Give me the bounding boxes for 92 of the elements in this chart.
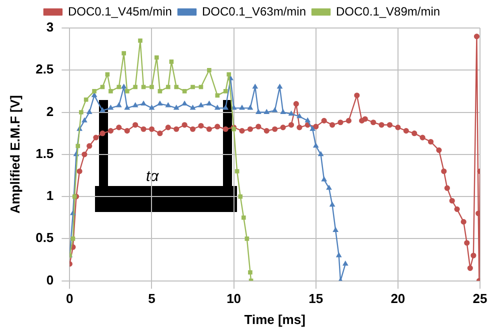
point <box>248 270 252 275</box>
point <box>288 111 294 116</box>
x-tick-label: 5 <box>148 291 156 306</box>
point <box>280 109 286 114</box>
point <box>174 105 179 110</box>
point <box>124 89 130 94</box>
point <box>141 84 146 90</box>
point <box>166 84 170 90</box>
point <box>241 215 246 220</box>
point <box>244 236 250 241</box>
point <box>166 102 171 108</box>
point <box>141 101 146 106</box>
legend-label: DOC0.1_V45m/min <box>68 4 172 18</box>
point <box>252 84 258 89</box>
point <box>305 118 310 122</box>
point <box>223 105 228 110</box>
point <box>154 55 159 60</box>
point <box>157 101 162 106</box>
point <box>121 84 126 89</box>
y-tick-label: 2.5 <box>36 62 54 77</box>
point <box>70 236 76 241</box>
x-tick-label: 15 <box>308 291 324 306</box>
point <box>108 105 114 110</box>
point <box>122 51 126 56</box>
y-axis-title: Amplified E.M.F [V] <box>7 95 22 214</box>
point <box>100 84 105 90</box>
point <box>100 108 106 112</box>
point <box>330 202 335 207</box>
point <box>169 60 174 64</box>
point <box>277 84 282 89</box>
point <box>150 84 154 90</box>
point <box>206 101 212 106</box>
point <box>336 252 342 258</box>
point <box>116 102 122 108</box>
point <box>240 105 245 110</box>
x-tick-label: 20 <box>390 291 406 306</box>
point <box>182 101 188 106</box>
point <box>108 89 113 94</box>
point <box>76 144 80 148</box>
point <box>231 105 236 110</box>
point <box>322 176 327 182</box>
point <box>214 105 220 110</box>
point <box>207 68 212 72</box>
y-tick-label: 1 <box>46 188 54 204</box>
point <box>190 84 195 90</box>
point <box>190 105 196 110</box>
point <box>318 152 324 156</box>
point <box>215 93 220 98</box>
y-tick-label: 1.5 <box>36 146 54 161</box>
point <box>86 109 92 114</box>
point <box>326 185 332 190</box>
y-tick-label: 0 <box>46 272 54 288</box>
point <box>105 72 110 77</box>
point <box>264 109 270 114</box>
point <box>92 89 96 94</box>
point <box>158 89 162 94</box>
point <box>333 227 338 232</box>
x-tick-label: 0 <box>66 291 74 306</box>
x-tick-label: 25 <box>472 291 488 306</box>
point <box>198 84 204 90</box>
legend-label: DOC0.1_V63m/min <box>202 4 306 18</box>
point <box>182 89 187 94</box>
point <box>313 143 318 148</box>
point <box>133 84 138 90</box>
point <box>79 110 84 114</box>
y-tick-label: 3 <box>46 20 54 35</box>
point <box>82 118 87 122</box>
x-axis-title: Time [ms] <box>244 312 306 327</box>
point <box>72 194 77 199</box>
y-tick-label: 0.5 <box>36 230 54 246</box>
point <box>92 92 97 98</box>
point <box>116 84 122 90</box>
point <box>234 169 240 174</box>
point <box>296 114 302 118</box>
point <box>138 38 142 43</box>
legend-label: DOC0.1_V89m/min <box>336 4 440 18</box>
point <box>248 105 253 110</box>
point <box>198 102 204 108</box>
point <box>342 261 348 266</box>
point <box>174 84 179 90</box>
point <box>226 72 232 77</box>
point <box>256 109 261 114</box>
x-tick-label: 10 <box>226 291 242 306</box>
point <box>310 126 316 131</box>
point <box>149 105 154 110</box>
y-tick-label: 2 <box>46 104 54 119</box>
point <box>223 89 228 94</box>
point <box>272 108 278 112</box>
point <box>132 102 138 108</box>
point <box>84 97 88 102</box>
point <box>238 194 243 199</box>
point <box>124 105 130 110</box>
